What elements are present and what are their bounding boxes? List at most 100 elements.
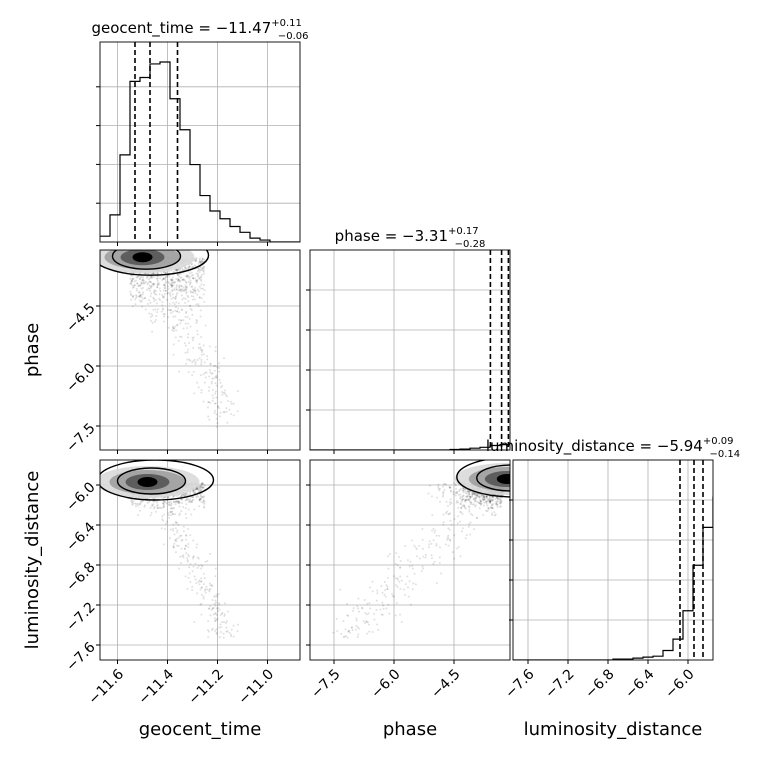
sample-point <box>176 280 179 283</box>
sample-point <box>203 258 206 261</box>
sample-point <box>162 296 165 299</box>
sample-point <box>137 285 140 288</box>
sample-point <box>164 501 167 504</box>
sample-point <box>202 265 205 268</box>
sample-point <box>144 296 147 299</box>
sample-point <box>150 277 153 280</box>
sample-point <box>175 288 178 291</box>
sample-point <box>171 278 174 281</box>
sample-point <box>202 373 205 376</box>
sample-point <box>208 582 211 585</box>
sample-point <box>139 509 142 512</box>
sample-point <box>230 402 233 405</box>
sample-point <box>141 286 144 289</box>
sample-point <box>191 585 194 588</box>
sample-point <box>198 277 201 280</box>
sample-point <box>221 612 224 615</box>
sample-point <box>222 636 225 639</box>
sample-point <box>200 273 203 276</box>
sample-point <box>184 494 187 497</box>
sample-point <box>171 289 174 292</box>
sample-point <box>209 371 212 374</box>
sample-point <box>132 502 135 505</box>
sample-point <box>199 268 202 271</box>
sample-point <box>200 260 203 263</box>
sample-point <box>195 257 198 260</box>
sample-point <box>220 386 223 389</box>
sample-point <box>200 482 203 485</box>
sample-point <box>166 292 169 295</box>
sample-point <box>200 279 203 282</box>
sample-point <box>192 489 195 492</box>
sample-point <box>175 522 178 525</box>
sample-point <box>140 282 143 285</box>
sample-point <box>178 288 181 291</box>
sample-point <box>141 297 144 300</box>
sample-point <box>154 308 157 311</box>
sample-point <box>163 315 166 318</box>
sample-point <box>154 319 157 322</box>
sample-point <box>184 267 187 270</box>
sample-point <box>187 553 190 556</box>
sample-point <box>135 505 138 508</box>
sample-point <box>223 614 226 617</box>
sample-point <box>144 308 147 311</box>
y-tick-label: −4.5 <box>63 300 98 335</box>
sample-point <box>192 295 195 298</box>
sample-point <box>164 271 167 274</box>
sample-point <box>199 265 202 268</box>
sample-point <box>153 283 156 286</box>
sample-point <box>214 409 217 412</box>
sample-point <box>189 325 192 328</box>
sample-point <box>218 407 221 410</box>
sample-point <box>157 283 160 286</box>
sample-point <box>179 335 182 338</box>
sample-point <box>177 307 180 310</box>
sample-point <box>202 400 205 403</box>
sample-point <box>230 635 233 638</box>
sample-point <box>171 510 174 513</box>
sample-point <box>203 502 206 505</box>
sample-point <box>171 276 174 279</box>
sample-point <box>201 486 204 489</box>
sample-point <box>200 489 203 492</box>
sample-point <box>130 294 133 297</box>
sample-point <box>198 276 201 279</box>
sample-point <box>218 603 221 606</box>
sample-point <box>171 325 174 328</box>
sample-point <box>153 300 156 303</box>
sample-point <box>236 630 239 633</box>
sample-point <box>165 502 168 505</box>
sample-point <box>194 562 197 565</box>
sample-point <box>232 635 235 638</box>
sample-point <box>169 308 172 311</box>
sample-point <box>174 309 177 312</box>
sample-point <box>141 279 144 282</box>
sample-point <box>169 500 172 503</box>
sample-point <box>200 269 203 272</box>
sample-point <box>201 495 204 498</box>
sample-point <box>176 269 179 272</box>
sample-point <box>164 287 167 290</box>
sample-point <box>180 285 183 288</box>
sample-point <box>189 291 192 294</box>
sample-point <box>226 629 229 632</box>
sample-point <box>131 503 134 506</box>
sample-point <box>177 544 180 547</box>
sample-point <box>175 500 178 503</box>
sample-point <box>148 284 151 287</box>
sample-point <box>173 500 176 503</box>
sample-point <box>178 285 181 288</box>
sample-point <box>192 274 195 277</box>
sample-point <box>208 345 211 348</box>
sample-point <box>200 602 203 605</box>
sample-point <box>199 309 202 312</box>
sample-point <box>187 275 190 278</box>
sample-point <box>154 298 157 301</box>
sample-point <box>192 288 195 291</box>
sample-point <box>136 502 139 505</box>
sample-point <box>194 289 197 292</box>
sample-point <box>146 289 149 292</box>
sample-point <box>191 373 194 376</box>
